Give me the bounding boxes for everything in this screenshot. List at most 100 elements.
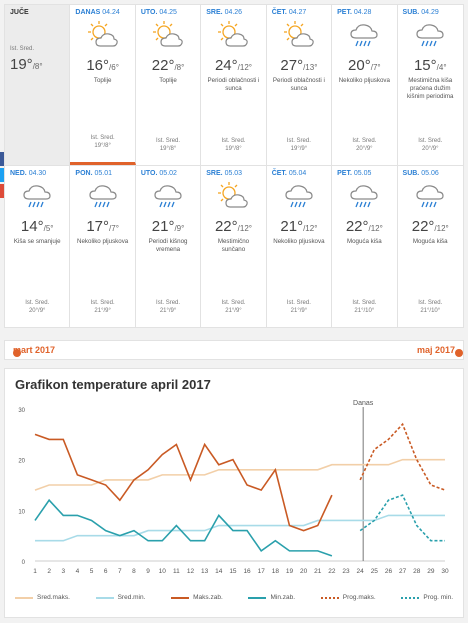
legend-item: Min.zab. — [248, 594, 295, 601]
day-card[interactable]: ČET. 05.04 21°/12° Nekoliko pljuskova Ist. … — [267, 166, 333, 327]
x-tick-label: 23 — [342, 568, 350, 575]
avg-label: Ist. Sred. — [418, 300, 443, 306]
day-card[interactable]: NED. 04.30 14°/5° Kiša se smanjuje Ist. Sre… — [5, 166, 71, 327]
y-tick-label: 30 — [18, 408, 25, 414]
x-tick-label: 9 — [146, 568, 150, 575]
day-card[interactable]: SRE. 04.26 24°/12° Periodi oblačnosti i su… — [201, 5, 267, 165]
facebook-share-tab[interactable] — [0, 152, 4, 166]
avg-value: 21°/9° — [225, 308, 242, 314]
day-date: 04.27 — [288, 9, 307, 16]
chart-title: Grafikon temperature april 2017 — [15, 377, 211, 392]
day-description: Nekoliko pljuskova — [338, 77, 390, 84]
day-date: 04.25 — [159, 9, 177, 16]
legend-item: Sred.min. — [95, 594, 146, 601]
legend-label: Sred.maks. — [37, 594, 70, 601]
day-description: Mestimična kiša praćena dužim kišnim per… — [407, 77, 454, 100]
y-tick-label: 10 — [18, 509, 25, 515]
day-label: UTO. — [140, 9, 158, 16]
day-label: DANAS — [75, 9, 101, 16]
day-name: SUB. 04.29 — [403, 9, 458, 16]
chart-legend: Sred.maks. Sred.min. Maks.zab. Min.zab. Prog… — [15, 594, 453, 601]
day-temps: 17°/7° — [75, 218, 129, 235]
day-label: SRE. — [206, 170, 223, 177]
day-card[interactable]: UTO. 05.02 21°/9° Periodi kišnog vremena Is… — [136, 166, 202, 327]
day-temps: 21°/9° — [141, 218, 195, 235]
next-month-link[interactable]: maj 2017 › — [417, 345, 463, 358]
day-description: Periodi oblačnosti i sunca — [207, 77, 260, 92]
x-tick-label: 18 — [272, 568, 280, 575]
day-temps: 19°/8° — [10, 56, 64, 73]
sun-cloud-icon — [141, 20, 195, 54]
temp-min: /12° — [237, 224, 252, 233]
day-label: ČET. — [271, 9, 287, 16]
sun-cloud-icon — [206, 20, 260, 54]
legend-item: Maks.zab. — [171, 594, 223, 601]
day-card[interactable]: PET. 04.28 20°/7° Nekoliko pljuskova Ist. S… — [332, 5, 398, 165]
twitter-share-tab[interactable] — [0, 168, 4, 182]
avg-label: Ist. Sred. — [352, 138, 377, 144]
avg-value: 21°/9° — [159, 308, 177, 314]
chevron-left-icon: ‹ — [13, 349, 21, 358]
day-date: 05.03 — [224, 170, 243, 177]
temp-min: /4° — [436, 63, 447, 72]
day-name: PET. 04.28 — [337, 9, 391, 16]
day-card[interactable]: PON. 05.01 17°/7° Nekoliko pljuskova Ist. S… — [70, 166, 136, 327]
legend-label: Maks.zab. — [193, 594, 223, 601]
day-card[interactable]: UTO. 04.25 22°/8° Toplije Ist. Sred. 19°/8° — [136, 5, 202, 165]
avg-label: Ist. Sred. — [10, 46, 35, 52]
sun-cloud-icon — [272, 20, 326, 54]
side-share-tabs — [0, 152, 4, 200]
day-date: 04.24 — [102, 9, 120, 16]
rain-cloud-icon — [403, 20, 458, 54]
series-line — [34, 458, 445, 491]
temp-max: 15° — [413, 57, 437, 74]
day-card-yesterday[interactable]: JUČE Ist. Sred. 19°/8° — [5, 5, 71, 165]
rain-cloud-icon — [403, 181, 458, 215]
temp-min: /12° — [368, 224, 383, 233]
day-average: Ist. Sred. 21°/9° — [201, 299, 265, 315]
google-share-tab[interactable] — [0, 184, 4, 198]
legend-swatch — [171, 596, 190, 599]
x-tick-label: 11 — [173, 568, 180, 575]
series-line — [359, 494, 445, 542]
temperature-chart: Grafikon temperature april 2017 0 10 20 30 1… — [4, 368, 464, 618]
day-card[interactable]: SRE. 05.03 22°/12° Mestimično sunčano Ist. … — [201, 166, 267, 327]
day-date: 05.06 — [421, 170, 439, 177]
day-date: 04.29 — [421, 9, 439, 16]
day-card[interactable]: DANAS 04.24 16°/6° Toplije Ist. Sred. 19°/8° — [70, 5, 136, 165]
day-average: Ist. Sred. 20°/9° — [332, 137, 396, 153]
temp-min: /7° — [109, 224, 119, 233]
temp-max: 19° — [10, 56, 33, 73]
day-card[interactable]: ČET. 04.27 27°/13° Periodi oblačnosti i su… — [267, 5, 333, 165]
legend-label: Sred.min. — [117, 594, 146, 601]
avg-label: Ist. Sred. — [286, 138, 311, 144]
x-tick-label: 24 — [357, 568, 365, 575]
day-card[interactable]: SUB. 05.06 22°/12° Moguća kiša Ist. Sred. 21… — [398, 166, 463, 327]
day-card[interactable]: PET. 05.05 22°/12° Moguća kiša Ist. Sred. 21… — [332, 166, 398, 327]
x-tick-label: 29 — [427, 568, 435, 575]
month-navigation: ‹ mart 2017 maj 2017 › — [4, 340, 464, 360]
temp-max: 22° — [345, 218, 369, 235]
x-tick-label: 2 — [47, 568, 51, 575]
day-temps: 22°/12° — [403, 218, 458, 235]
legend-label: Prog. min. — [423, 594, 453, 601]
today-marker-label: Danas — [353, 400, 374, 407]
avg-label: Ist. Sred. — [221, 138, 246, 144]
x-tick-label: 28 — [413, 568, 421, 575]
day-average: Ist. Sred. 21°/9° — [267, 299, 331, 315]
avg-label: Ist. Sred. — [25, 300, 50, 306]
x-tick-label: 25 — [371, 568, 379, 575]
day-average: Ist. Sred. 20°/9° — [398, 137, 463, 153]
x-tick-label: 12 — [187, 568, 195, 575]
day-description: Kiša se smanjuje — [13, 238, 61, 245]
day-name: JUČE — [10, 9, 29, 16]
day-description: Toplije — [159, 77, 177, 84]
avg-label: Ist. Sred. — [156, 300, 181, 306]
avg-value: 19°/8° — [225, 146, 242, 152]
day-card[interactable]: SUB. 04.29 15°/4° Mestimična kiša praćena … — [398, 5, 463, 165]
day-description: Periodi kišnog vremena — [148, 238, 188, 253]
day-description: Nekoliko pljuskova — [77, 238, 129, 245]
prev-month-link[interactable]: ‹ mart 2017 — [13, 345, 55, 358]
avg-label: Ist. Sred. — [286, 300, 311, 306]
x-tick-label: 13 — [201, 568, 209, 575]
